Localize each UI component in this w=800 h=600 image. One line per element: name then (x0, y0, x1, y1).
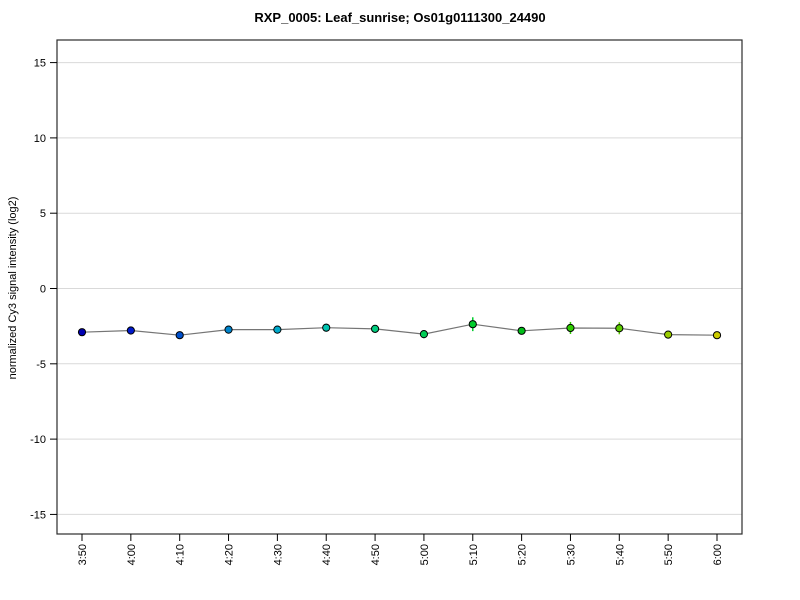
data-point (712, 331, 722, 340)
x-tick-label: 4:50 (370, 544, 382, 565)
data-point (566, 323, 575, 333)
data-point (664, 330, 673, 339)
data-point (468, 320, 477, 329)
y-tick-label: -5 (36, 359, 46, 371)
x-tick-label: 5:00 (419, 544, 431, 565)
data-point (370, 324, 380, 333)
data-line (81, 323, 718, 336)
axis-box (56, 39, 743, 535)
y-axis-label: normalized Cy3 signal intensity (log2) (7, 197, 19, 380)
data-point (273, 325, 282, 334)
data-point (615, 324, 624, 333)
y-tick-label: 0 (40, 284, 46, 296)
data-point (77, 328, 87, 337)
x-tick-label: 5:40 (614, 544, 626, 565)
data-point (175, 331, 184, 340)
plot-area: 15 10 5 0 -5 -10 -15 3:50 4:00 4:10 4:20 4:30 4:40 4:… (30, 39, 743, 565)
x-tick-label: 4:20 (224, 544, 236, 565)
x-tick-label: 5:30 (565, 544, 577, 565)
data-point (419, 330, 429, 339)
x-tick-label: 5:10 (468, 544, 480, 565)
chart-title: RXP_0005: Leaf_sunrise; Os01g0111300_244… (254, 10, 545, 25)
y-tick-label: 10 (34, 133, 46, 145)
x-tick-label: 5:20 (517, 544, 529, 565)
x-tick-label: 4:40 (321, 544, 333, 565)
x-tick-label: 4:00 (126, 544, 138, 565)
y-tick-label: -10 (30, 434, 46, 446)
y-tick-label: -15 (30, 509, 46, 521)
x-tick-label: 4:10 (175, 544, 187, 565)
y-tick-label: 15 (34, 58, 46, 70)
x-tick-label: 6:00 (712, 544, 724, 565)
x-tick-label: 4:30 (272, 544, 284, 565)
data-point (126, 326, 135, 335)
data-point (224, 325, 233, 334)
x-tick-label: 5:50 (663, 544, 675, 565)
data-point (517, 326, 526, 335)
x-tick-label: 3:50 (77, 544, 89, 565)
y-tick-label: 5 (40, 208, 46, 220)
data-point (322, 323, 331, 332)
